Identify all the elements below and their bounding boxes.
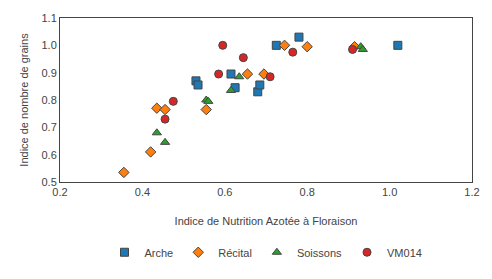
svg-text:0.6: 0.6 <box>217 186 232 198</box>
svg-text:0.2: 0.2 <box>52 186 67 198</box>
svg-text:1.0: 1.0 <box>42 39 57 51</box>
svg-text:1.0: 1.0 <box>382 186 397 198</box>
svg-text:1.1: 1.1 <box>42 12 57 24</box>
svg-text:Soissons: Soissons <box>297 247 342 259</box>
svg-text:0.4: 0.4 <box>135 186 150 198</box>
svg-text:0.8: 0.8 <box>300 186 315 198</box>
svg-text:0.8: 0.8 <box>42 94 57 106</box>
svg-text:Arche: Arche <box>145 247 174 259</box>
svg-text:1.2: 1.2 <box>464 186 479 198</box>
svg-text:0.7: 0.7 <box>42 121 57 133</box>
svg-text:0.9: 0.9 <box>42 67 57 79</box>
svg-text:0.6: 0.6 <box>42 149 57 161</box>
svg-text:Récital: Récital <box>218 247 252 259</box>
svg-text:Indice de nombre de grains: Indice de nombre de grains <box>18 33 30 167</box>
svg-text:0.5: 0.5 <box>42 176 57 188</box>
svg-text:Indice de Nutrition Azotée à F: Indice de Nutrition Azotée à Floraison <box>175 215 358 227</box>
svg-text:VM014: VM014 <box>387 247 422 259</box>
